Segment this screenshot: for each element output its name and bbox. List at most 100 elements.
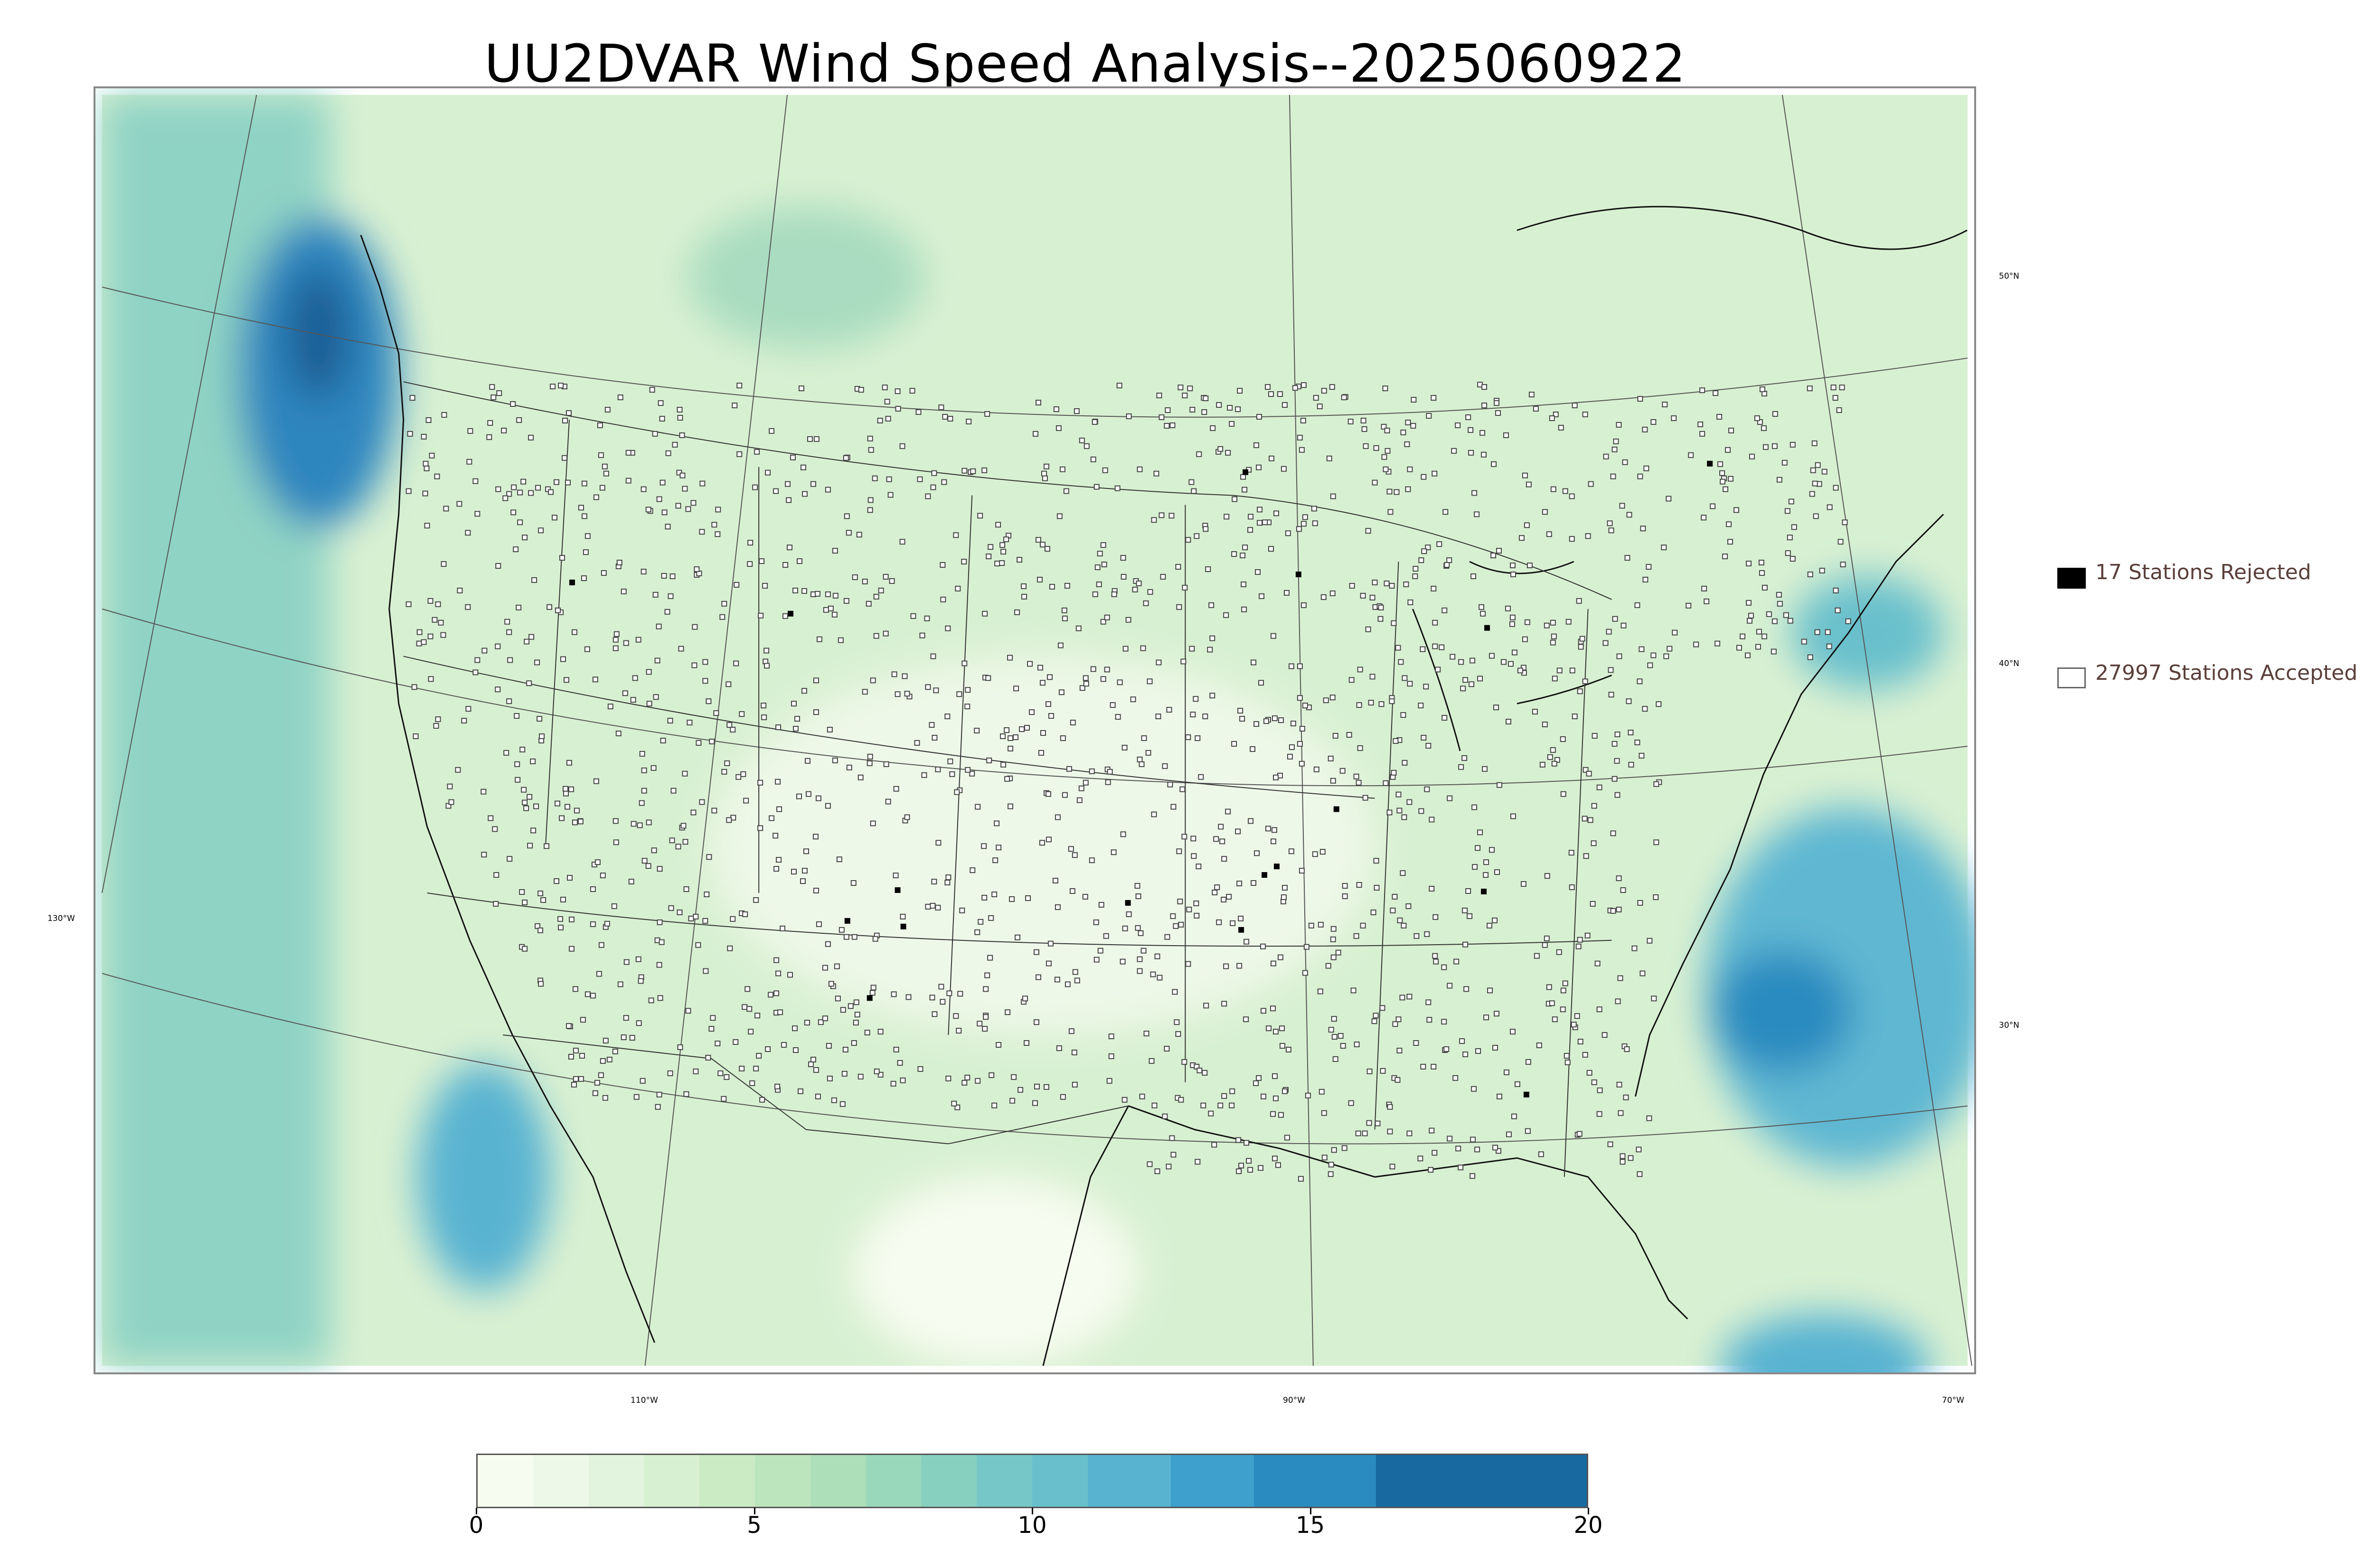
accepted-station-marker — [1447, 983, 1453, 989]
accepted-station-marker — [1021, 593, 1027, 600]
accepted-station-marker — [1637, 678, 1643, 685]
accepted-station-marker — [1328, 1171, 1334, 1177]
accepted-station-marker — [899, 539, 905, 545]
accepted-station-marker — [1258, 1165, 1264, 1171]
accepted-station-marker — [1404, 441, 1410, 447]
accepted-station-marker — [1624, 1046, 1630, 1052]
accepted-station-marker — [1393, 738, 1399, 744]
accepted-station-marker — [1221, 1093, 1227, 1099]
accepted-station-marker — [1262, 519, 1268, 526]
accepted-station-marker — [565, 1023, 572, 1029]
accepted-station-marker — [1650, 652, 1657, 658]
accepted-station-marker — [1602, 1032, 1608, 1038]
accepted-station-marker — [1166, 1164, 1172, 1170]
accepted-station-marker — [1389, 582, 1395, 589]
accepted-station-marker — [699, 529, 705, 535]
accepted-station-marker — [1190, 836, 1196, 842]
accepted-station-marker — [854, 1012, 860, 1018]
accepted-station-marker — [1277, 391, 1283, 397]
accepted-station-marker — [1447, 1136, 1453, 1142]
accepted-station-marker — [727, 945, 733, 951]
accepted-station-marker — [1361, 426, 1367, 432]
accepted-station-marker — [1164, 1046, 1170, 1052]
accepted-station-marker — [1455, 422, 1461, 428]
accepted-station-marker — [1288, 663, 1294, 669]
accepted-station-marker — [1697, 421, 1704, 427]
accepted-station-marker — [1143, 600, 1149, 606]
accepted-station-marker — [1251, 880, 1257, 886]
accepted-station-marker — [1008, 735, 1014, 741]
accepted-station-marker — [1033, 431, 1038, 437]
accepted-station-marker — [1840, 562, 1846, 568]
accepted-station-marker — [1556, 667, 1563, 674]
accepted-station-marker — [1357, 667, 1363, 673]
accepted-station-marker — [1338, 1033, 1344, 1039]
accepted-station-marker — [715, 531, 721, 537]
state-borders — [403, 381, 1612, 1177]
accepted-station-marker — [1195, 735, 1201, 741]
accepted-station-marker — [919, 632, 925, 638]
accepted-station-marker — [528, 490, 534, 496]
rejected-station-marker — [1707, 460, 1713, 467]
accepted-station-marker — [1056, 1045, 1062, 1052]
accepted-station-marker — [1170, 1152, 1177, 1158]
accepted-station-marker — [1235, 828, 1241, 835]
accepted-station-marker — [527, 794, 533, 800]
accepted-station-marker — [1587, 817, 1593, 823]
accepted-station-marker — [1407, 466, 1413, 472]
accepted-station-marker — [1156, 659, 1162, 666]
accepted-station-marker — [555, 800, 561, 807]
accepted-station-marker — [739, 1065, 745, 1071]
accepted-station-marker — [1111, 591, 1117, 597]
colorbar-tick-mark — [1309, 1508, 1311, 1514]
accepted-station-marker — [1411, 397, 1417, 403]
accepted-station-marker — [1432, 470, 1438, 477]
accepted-station-marker — [416, 640, 422, 647]
accepted-station-marker — [1266, 1025, 1272, 1032]
accepted-station-marker — [1320, 594, 1327, 600]
accepted-station-marker — [1439, 644, 1445, 650]
new-england-wind-area — [1791, 575, 1944, 690]
accepted-station-marker — [857, 774, 864, 780]
accepted-station-marker — [559, 555, 565, 561]
accepted-station-marker — [986, 757, 992, 763]
accepted-station-marker — [1369, 594, 1375, 601]
accepted-station-marker — [1666, 496, 1672, 502]
accepted-station-marker — [800, 878, 806, 884]
accepted-station-marker — [966, 418, 972, 424]
accepted-station-marker — [1509, 563, 1516, 569]
accepted-station-marker — [1618, 1110, 1624, 1116]
accepted-station-marker — [1636, 1146, 1642, 1153]
accepted-station-marker — [862, 578, 868, 584]
accepted-station-marker — [981, 843, 987, 849]
accepted-station-marker — [568, 916, 575, 922]
accepted-station-marker — [465, 530, 471, 536]
accepted-station-marker — [792, 1025, 798, 1032]
accepted-station-marker — [1229, 421, 1235, 427]
accepted-station-marker — [1719, 470, 1725, 476]
accepted-station-marker — [1759, 386, 1765, 393]
accepted-station-marker — [1281, 466, 1287, 472]
accepted-station-marker — [1166, 707, 1172, 713]
accepted-station-marker — [695, 942, 701, 948]
accepted-station-marker — [1754, 415, 1760, 421]
accepted-station-marker — [435, 716, 441, 723]
accepted-station-marker — [1569, 667, 1575, 674]
accepted-station-marker — [1551, 761, 1557, 767]
accepted-station-marker — [1585, 533, 1591, 539]
accepted-station-marker — [776, 857, 782, 863]
accepted-station-marker — [1229, 1102, 1235, 1108]
accepted-station-marker — [1771, 443, 1778, 449]
accepted-station-marker — [1522, 636, 1528, 642]
accepted-station-marker — [637, 822, 643, 828]
accepted-station-marker — [1788, 498, 1794, 505]
accepted-station-marker — [613, 839, 619, 845]
accepted-station-marker — [1637, 1171, 1643, 1177]
accepted-station-marker — [1176, 848, 1182, 854]
accepted-station-marker — [1348, 677, 1355, 683]
accepted-station-marker — [1145, 750, 1151, 756]
accepted-station-marker — [1009, 896, 1015, 902]
accepted-station-marker — [1532, 709, 1538, 715]
accepted-station-marker — [1313, 766, 1319, 772]
accepted-station-marker — [877, 417, 883, 423]
